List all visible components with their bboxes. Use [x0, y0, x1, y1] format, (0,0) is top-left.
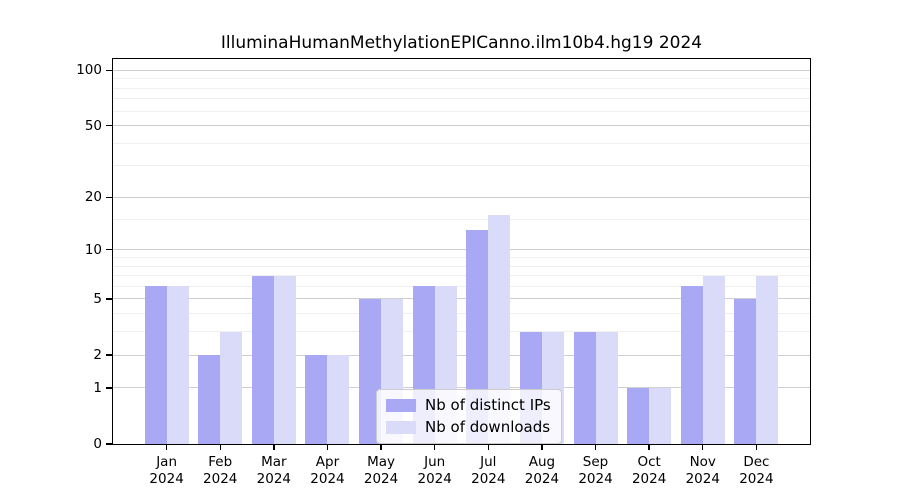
legend-swatch-distinct-ips: [386, 399, 416, 412]
x-tick-label-mar: Mar 2024: [256, 454, 292, 487]
legend-item-downloads: Nb of downloads: [386, 419, 551, 436]
legend-swatch-downloads: [386, 421, 416, 434]
y-tick-label-2: 2: [93, 347, 102, 364]
minor-gridline: [113, 313, 810, 315]
bar-distinct-ips-apr: [305, 355, 328, 444]
major-gridline: [113, 249, 810, 251]
y-tick-label-0: 0: [93, 436, 102, 452]
y-tick: [106, 196, 112, 199]
major-gridline: [113, 387, 810, 389]
minor-gridline: [113, 257, 810, 258]
chart-title: IlluminaHumanMethylationEPICanno.ilm10b4…: [220, 33, 703, 53]
x-tick-label-jan: Jan 2024: [149, 454, 184, 487]
x-tick: [165, 445, 168, 450]
x-tick-label-apr: Apr 2024: [310, 454, 345, 487]
y-tick: [106, 387, 112, 389]
major-gridline: [113, 125, 810, 127]
y-tick: [106, 69, 112, 71]
x-tick-label-aug: Aug 2024: [524, 454, 560, 487]
bar-downloads-jan: [166, 286, 189, 444]
y-tick: [106, 249, 112, 251]
y-tick: [106, 124, 112, 127]
y-tick: [106, 443, 112, 445]
legend: Nb of distinct IPs Nb of downloads: [376, 389, 562, 444]
minor-gridline: [113, 87, 810, 89]
minor-gridline: [113, 275, 810, 277]
bar-distinct-ips-nov: [680, 286, 703, 444]
bar-downloads-jul: [488, 214, 511, 444]
x-tick: [487, 445, 489, 450]
y-tick-label-50: 50: [84, 117, 102, 134]
major-gridline: [113, 196, 810, 198]
bar-downloads-apr: [327, 355, 350, 444]
x-tick: [648, 445, 650, 450]
x-tick: [594, 445, 597, 450]
x-tick-label-dec: Dec 2024: [739, 454, 774, 487]
legend-label-downloads: Nb of downloads: [425, 418, 551, 436]
x-tick: [702, 445, 704, 450]
legend-item-distinct-ips: Nb of distinct IPs: [386, 397, 551, 414]
bar-downloads-mar: [273, 275, 296, 444]
minor-gridline: [113, 265, 810, 267]
x-tick: [433, 445, 436, 450]
x-tick-label-nov: Nov 2024: [685, 454, 720, 487]
bar-distinct-ips-feb: [198, 355, 221, 444]
y-tick-label-5: 5: [93, 290, 102, 307]
y-tick-label-10: 10: [84, 241, 102, 258]
x-tick: [380, 445, 382, 450]
bar-downloads-nov: [702, 275, 725, 444]
bar-distinct-ips-jan: [144, 286, 167, 444]
minor-gridline: [113, 110, 810, 112]
minor-gridline: [113, 98, 810, 100]
x-tick: [219, 445, 221, 450]
y-tick-label-1: 1: [93, 379, 102, 396]
y-tick: [106, 354, 112, 356]
y-tick-label-20: 20: [84, 189, 102, 206]
plot-area: Nb of distinct IPs Nb of downloads: [112, 58, 811, 445]
minor-gridline: [113, 142, 810, 144]
legend-label-distinct-ips: Nb of distinct IPs: [425, 396, 551, 414]
x-tick-label-jun: Jun 2024: [417, 454, 452, 487]
x-tick: [273, 445, 275, 450]
x-tick-label-oct: Oct 2024: [631, 454, 667, 487]
bar-distinct-ips-mar: [251, 275, 274, 444]
bar-distinct-ips-dec: [734, 298, 757, 444]
minor-gridline: [113, 218, 810, 220]
x-tick-label-sep: Sep 2024: [578, 454, 613, 487]
bar-distinct-ips-sep: [573, 331, 596, 444]
y-tick: [106, 298, 112, 300]
bar-distinct-ips-oct: [627, 387, 650, 444]
x-tick: [326, 445, 329, 450]
bar-downloads-feb: [220, 331, 243, 444]
minor-gridline: [113, 165, 810, 167]
bar-downloads-sep: [595, 331, 618, 444]
x-tick-label-may: May 2024: [363, 454, 399, 487]
bar-downloads-dec: [756, 275, 779, 444]
x-tick-label-feb: Feb 2024: [203, 454, 238, 487]
x-tick: [755, 445, 758, 450]
y-tick-label-100: 100: [76, 62, 102, 79]
x-tick-label-jul: Jul 2024: [471, 454, 506, 487]
bar-distinct-ips-may: [359, 298, 382, 444]
major-gridline: [113, 69, 810, 71]
major-gridline: [113, 298, 810, 300]
minor-gridline: [113, 78, 810, 80]
major-gridline: [113, 354, 810, 356]
minor-gridline: [113, 285, 810, 287]
x-tick: [541, 445, 543, 450]
minor-gridline: [113, 331, 810, 333]
bar-downloads-oct: [649, 387, 672, 444]
